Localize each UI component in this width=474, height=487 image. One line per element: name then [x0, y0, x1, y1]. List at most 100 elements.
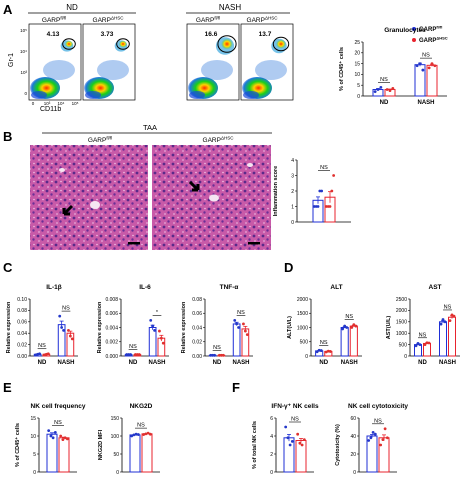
data-point	[290, 440, 294, 443]
y-tick-label: 0.00	[17, 354, 27, 360]
data-point	[47, 429, 51, 432]
significance-label: NS	[62, 306, 70, 312]
vessel-lumen	[90, 201, 100, 209]
chart-title: NK cell cytotoxicity	[348, 403, 408, 410]
data-point	[235, 322, 239, 326]
bar-dhsc	[426, 64, 438, 97]
y-tick-label: 0.06	[17, 320, 27, 326]
gate-value: 16.6	[205, 31, 218, 38]
significance-label: NS	[444, 304, 452, 310]
significance-label: NS	[380, 77, 388, 83]
y-tick-label: 1	[291, 204, 294, 210]
significance-label: NS	[237, 310, 245, 316]
data-point	[418, 62, 422, 65]
data-point	[132, 433, 136, 437]
data-point	[427, 341, 431, 345]
chart-nkg2d: NKG2D NKG2D MFI 0 50 100 150 NS	[98, 403, 160, 476]
bar-fl	[283, 437, 295, 473]
significance-label: NS	[137, 423, 145, 429]
y-axis-label: Relative expression	[6, 301, 12, 353]
histology-image-fl	[30, 145, 148, 250]
data-point	[423, 343, 427, 346]
y-tick-label: 1500	[297, 311, 308, 317]
y-tick-label: 25	[354, 40, 360, 46]
y-tick-label: 0.002	[105, 340, 118, 346]
y-tick-label: 0.08	[192, 297, 202, 303]
data-point	[367, 439, 371, 442]
histology-col-fl: GARPfl/fl	[88, 136, 112, 145]
chart-nk_freq: NK cell frequency % of CD45⁺ cells 0 5 10 15 N…	[14, 403, 86, 476]
data-point	[452, 314, 456, 318]
data-point	[161, 341, 165, 345]
data-point	[135, 353, 139, 356]
bar-dhsc	[241, 328, 250, 357]
chart-nk_cyto: NK cell cytotoxicity Cytotoxicity (%) 0 20 4…	[335, 403, 408, 476]
y-axis-label: % of total NK cells	[252, 421, 258, 469]
data-point	[328, 205, 332, 208]
significance-label: *	[156, 310, 159, 316]
y-tick-label: 500	[399, 342, 408, 348]
data-point	[326, 349, 330, 353]
panel-letter-e: E	[3, 380, 12, 395]
chart-title: Granulocytes	[384, 27, 426, 34]
data-point	[345, 326, 349, 329]
data-point	[51, 436, 55, 440]
data-point	[159, 336, 163, 340]
flow-xtick: 10⁵	[72, 101, 79, 106]
y-tick-label: 15	[30, 416, 36, 422]
y-tick-label: 0	[116, 470, 119, 476]
chart-il1b: IL-1β Relative expression 0.00 0.02 0.04 0.06…	[6, 284, 78, 366]
chart-alt: ALT ALT(U/L) 0 500 1000 1500 2000 ND NS NASH NS	[287, 284, 362, 366]
data-point	[149, 318, 153, 322]
y-tick-label: 2000	[396, 308, 407, 314]
y-tick-label: 2500	[396, 297, 407, 303]
data-point	[211, 353, 215, 357]
data-point	[371, 431, 375, 434]
group-label-nd: ND	[66, 3, 78, 12]
y-tick-label: 0.006	[105, 311, 118, 317]
data-point	[373, 432, 377, 436]
y-tick-label: 1500	[396, 320, 407, 326]
significance-label: NS	[291, 417, 299, 423]
legend-swatch-dhsc	[412, 38, 416, 42]
col-label-dhsc-2: GARPΔHSC	[247, 16, 279, 25]
data-point	[146, 431, 150, 435]
data-point	[218, 353, 221, 357]
y-axis-label: % of CD45⁺ cells	[14, 423, 21, 467]
y-tick-label: 0.10	[17, 297, 27, 303]
y-tick-label: 2	[270, 452, 273, 458]
data-point	[385, 88, 389, 91]
significance-label: NS	[54, 420, 62, 426]
data-point	[213, 353, 216, 357]
group-label-nash: NASH	[219, 3, 241, 12]
y-tick-label: 15	[354, 61, 360, 67]
data-point	[302, 438, 306, 441]
y-tick-label: 0	[291, 220, 294, 226]
significance-label: NS	[374, 418, 382, 424]
data-point	[317, 348, 321, 352]
flow-cytometry-panel: ND NASH GARPfl/fl GARPΔHSC GARPfl/fl GAR…	[8, 3, 294, 113]
bar-dhsc	[349, 325, 358, 357]
y-tick-label: 6	[270, 416, 273, 422]
data-point	[383, 427, 387, 431]
chart-granulocytes: Granulocytes % of CD45⁺ cells 0 5 10 15 20 25 ND…	[338, 27, 447, 106]
data-point	[418, 343, 422, 346]
legend: GARPfl/fl GARPΔHSC	[412, 25, 448, 44]
flow-ytick: 10³	[20, 70, 27, 75]
category-label: ND	[380, 100, 389, 106]
data-point	[298, 441, 302, 445]
y-tick-label: 0.06	[192, 311, 202, 317]
histology-panel: TAA GARPfl/fl GARPΔHSC	[30, 123, 272, 250]
y-tick-label: 1000	[396, 331, 407, 337]
flow-ytick: 10⁴	[20, 49, 27, 54]
data-point	[328, 350, 332, 353]
data-point	[343, 324, 347, 328]
y-tick-label: 0.02	[17, 342, 27, 348]
bar-fl	[46, 433, 58, 473]
chart-title: IL-6	[139, 284, 151, 291]
bar-dhsc	[141, 433, 153, 473]
category-label: NASH	[57, 360, 74, 366]
chart-title: IL-1β	[46, 284, 62, 291]
data-point	[63, 436, 67, 440]
